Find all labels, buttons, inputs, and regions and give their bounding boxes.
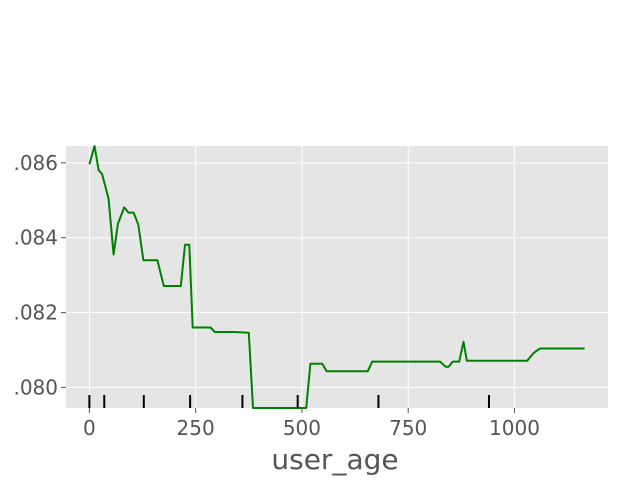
y-tick-label: .084 [13, 226, 58, 250]
y-tick-label: .082 [13, 301, 58, 325]
series-line [88, 145, 585, 409]
x-tick-label: 250 [177, 416, 215, 440]
plot-background [66, 146, 608, 408]
x-tick-label: 500 [283, 416, 321, 440]
y-tick-label: .080 [13, 375, 58, 399]
grid [66, 146, 608, 408]
x-axis-label: user_age [271, 443, 398, 476]
x-tick-label: 1000 [489, 416, 540, 440]
y-axis: .080 .082 .084 .086 [13, 151, 66, 399]
line-layer [88, 145, 585, 409]
x-tick-label: 750 [389, 416, 427, 440]
x-tick-label: 0 [83, 416, 96, 440]
y-tick-label: .086 [13, 151, 58, 175]
x-axis: 0 250 500 750 1000 [83, 408, 540, 440]
rug-layer [88, 395, 490, 408]
